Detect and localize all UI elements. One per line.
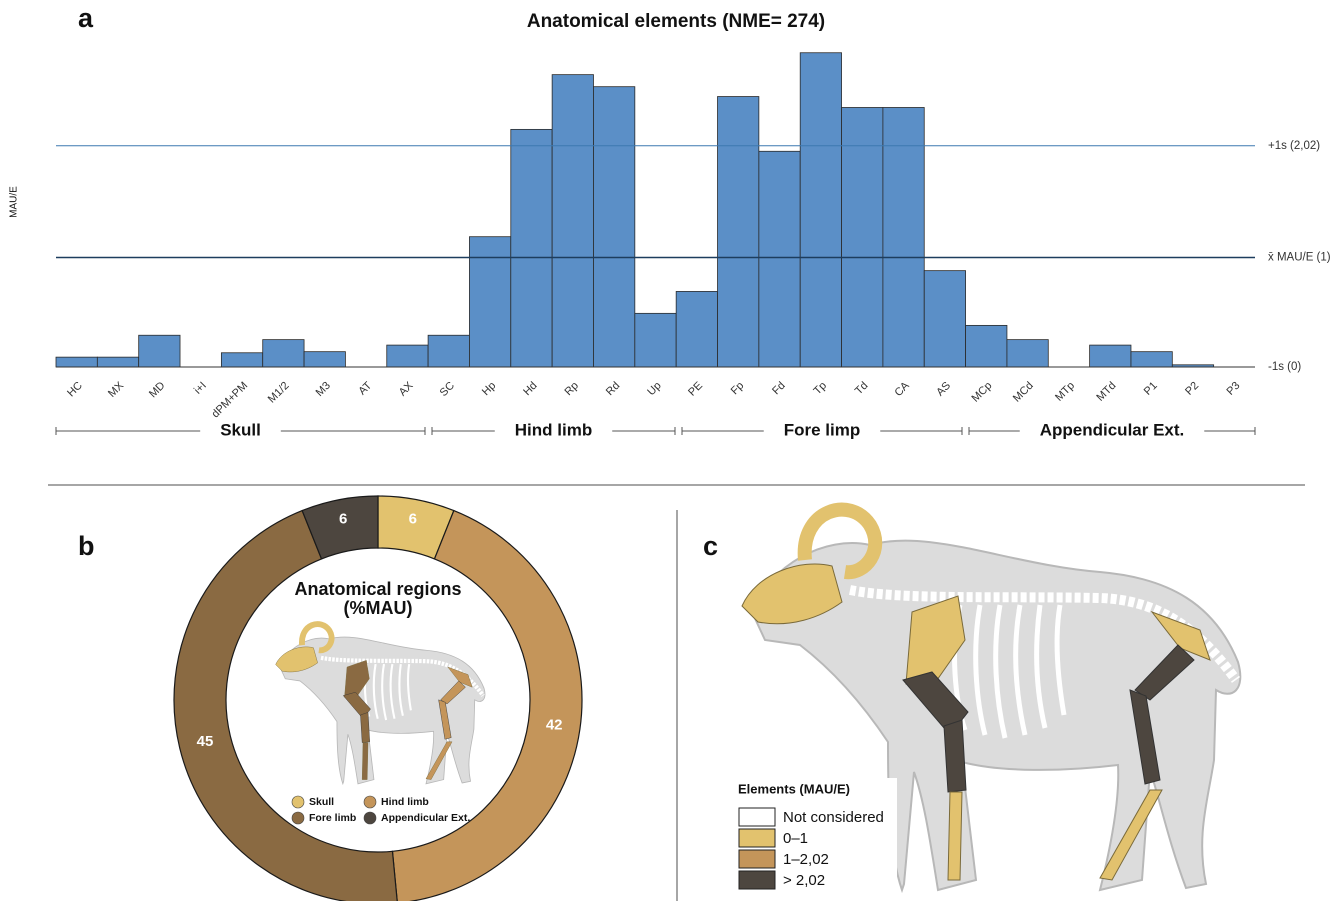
bar — [799, 52, 842, 368]
bar — [593, 86, 636, 368]
sheep-illustration-small — [276, 624, 485, 784]
bar — [841, 107, 884, 368]
x-tick-label: MCd — [1011, 380, 1036, 405]
x-tick-label: Rp — [563, 380, 581, 398]
x-tick-label: Hd — [521, 380, 539, 398]
data-label: 6 — [339, 510, 347, 527]
legend-title: Elements (MAU/E) — [738, 781, 850, 796]
data-label: 42 — [546, 716, 563, 733]
bar — [427, 334, 470, 368]
legend-label: Fore limb — [309, 812, 356, 824]
panel-label: c — [703, 531, 718, 561]
bar — [634, 312, 677, 368]
x-tick-label: Up — [645, 380, 663, 398]
x-tick-label: MD — [147, 380, 168, 401]
bar — [923, 270, 966, 368]
bar — [882, 107, 925, 368]
bar — [303, 351, 346, 368]
data-label: 45 — [197, 733, 214, 750]
bar — [551, 74, 594, 368]
bar — [717, 96, 760, 368]
pie-slice — [301, 495, 379, 560]
group-label: Hind limb — [515, 420, 592, 439]
x-tick-label: CA — [892, 379, 912, 399]
x-tick-label: Fp — [729, 380, 747, 398]
legend-label: Appendicular Ext. — [381, 812, 470, 824]
legend-swatch — [738, 828, 776, 848]
x-tick-label: PE — [686, 380, 705, 399]
reference-label: +1s (2,02) — [1268, 140, 1320, 152]
x-tick-label: P2 — [1183, 380, 1201, 398]
x-tick-label: Fd — [770, 380, 788, 398]
bar — [262, 339, 305, 368]
bar — [55, 356, 98, 368]
bar — [96, 356, 140, 368]
legend-swatch — [738, 849, 776, 869]
x-tick-label: AS — [934, 380, 953, 399]
x-tick-label: MX — [106, 379, 127, 400]
x-tick-label: Rd — [604, 380, 622, 398]
bar — [1130, 351, 1173, 368]
reference-label: -1s (0) — [1268, 361, 1301, 373]
reference-label: x̄ MAU/E (1) — [1268, 252, 1331, 264]
legend-label: Hind limb — [381, 796, 429, 808]
pie-title: Anatomical regions (%MAU) — [294, 580, 462, 618]
bar — [1006, 339, 1049, 368]
bar — [469, 236, 512, 368]
x-tick-label: P1 — [1142, 380, 1160, 398]
legend-swatch — [738, 807, 776, 827]
chart-title: Anatomical elements (NME= 274) — [527, 11, 825, 32]
legend-swatch — [291, 811, 305, 825]
bar — [138, 334, 181, 368]
legend-label: Skull — [309, 796, 334, 808]
y-axis-label: MAU/E — [9, 186, 20, 218]
bar — [386, 344, 429, 368]
x-tick-label: Hp — [480, 380, 498, 398]
group-label: Fore limp — [784, 420, 861, 439]
panel-label: b — [78, 531, 95, 561]
legend-swatch — [363, 795, 377, 809]
bar — [510, 128, 553, 368]
x-tick-label: Tp — [811, 380, 829, 398]
pie-slice — [391, 509, 583, 901]
x-tick-label: M3 — [314, 380, 333, 399]
x-tick-label: M1/2 — [266, 380, 292, 406]
legend-label: Not considered — [783, 809, 884, 826]
x-tick-label: AX — [397, 379, 416, 398]
pie-title-box: Anatomical regions (%MAU) — [294, 580, 462, 618]
panel-label: a — [78, 3, 94, 33]
bar — [675, 291, 718, 368]
legend-swatch — [291, 795, 305, 809]
x-tick-label: dPM+PM — [210, 380, 251, 421]
x-tick-label: HC — [65, 380, 85, 400]
legend-label: 0–1 — [783, 830, 808, 847]
x-tick-label: P3 — [1224, 380, 1242, 398]
pie-slice — [173, 509, 398, 901]
group-label: Appendicular Ext. — [1040, 420, 1185, 439]
x-tick-label: AT — [356, 379, 374, 397]
x-tick-label: MTp — [1053, 380, 1077, 404]
x-tick-label: MCp — [970, 380, 995, 405]
legend-label: > 2,02 — [783, 872, 825, 889]
x-tick-label: i+I — [192, 380, 209, 397]
legend-swatch — [738, 870, 776, 890]
bar — [965, 324, 1008, 368]
legend-swatch — [363, 811, 377, 825]
x-tick-label: Td — [853, 380, 871, 398]
bar — [1089, 344, 1132, 368]
data-label: 6 — [409, 510, 417, 527]
group-label: Skull — [220, 420, 261, 439]
x-tick-label: SC — [438, 380, 457, 399]
legend-label: 1–2,02 — [783, 851, 829, 868]
bar — [758, 150, 801, 368]
x-tick-label: MTd — [1094, 380, 1118, 404]
bar — [220, 352, 264, 368]
